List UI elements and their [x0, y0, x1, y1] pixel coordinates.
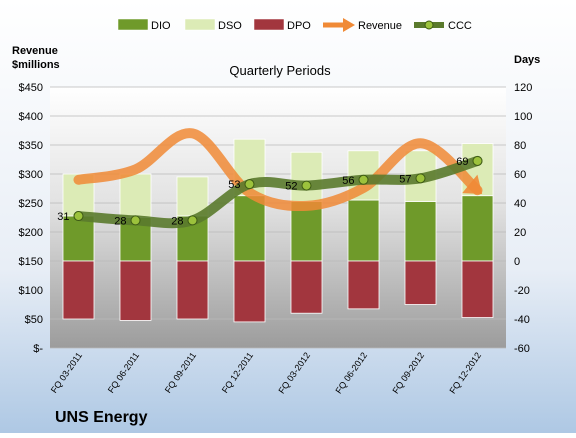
right-tick-label: 0: [514, 256, 520, 268]
left-axis-label-line1: Revenue: [12, 45, 58, 57]
dio-bar: [233, 195, 266, 262]
right-tick-label: 60: [514, 169, 526, 181]
dio-bar: [347, 199, 380, 262]
dpo-bar: [119, 260, 152, 321]
company-name: UNS Energy: [55, 409, 148, 426]
left-tick-label: $400: [19, 111, 43, 123]
legend-label-ccc: CCC: [448, 20, 472, 32]
right-tick-label: 120: [514, 82, 532, 94]
left-tick-label: $350: [19, 140, 43, 152]
ccc-data-label: 28: [114, 215, 126, 227]
dpo-bar: [347, 260, 380, 310]
ccc-line: [73, 155, 483, 229]
legend-swatch-dio: [117, 18, 149, 31]
dpo-bar: [233, 260, 266, 323]
right-tick-label: -40: [514, 314, 530, 326]
left-tick-label: $450: [19, 82, 43, 94]
ccc-point: [244, 179, 255, 190]
dio-bar: [404, 201, 437, 262]
right-tick-label: -60: [514, 343, 530, 355]
ccc-point: [301, 180, 312, 191]
left-tick-label: $50: [25, 314, 43, 326]
ccc-data-label: 28: [171, 215, 183, 227]
dpo-bar: [461, 260, 494, 318]
ccc-point: [130, 215, 141, 226]
left-tick-label: $200: [19, 227, 43, 239]
legend-arrowhead-revenue: [343, 18, 355, 32]
dso-bar: [290, 151, 323, 202]
legend-label-dio: DIO: [151, 20, 171, 32]
ccc-point: [415, 173, 426, 184]
left-tick-label: $150: [19, 256, 43, 268]
right-tick-label: 20: [514, 227, 526, 239]
ccc-data-label: 56: [342, 175, 354, 187]
dpo-bar: [176, 260, 209, 320]
legend-label-revenue: Revenue: [358, 20, 402, 32]
dio-bar: [290, 201, 323, 262]
ccc-point: [472, 155, 483, 166]
ccc-data-label: 53: [228, 179, 240, 191]
right-tick-label: -20: [514, 285, 530, 297]
data-labels: 31 28 28 53 52 56 57 69: [57, 156, 468, 227]
dso-bar: [119, 173, 152, 218]
dpo-bar: [290, 260, 323, 314]
ccc-data-label: 52: [285, 181, 297, 193]
revenue-line: [73, 128, 483, 212]
ccc-point: [187, 215, 198, 226]
right-tick-label: 80: [514, 140, 526, 152]
left-axis-label-line2: $millions: [12, 59, 60, 71]
left-tick-label: $250: [19, 198, 43, 210]
left-tick-label: $300: [19, 169, 43, 181]
chart-title: Quarterly Periods: [229, 63, 331, 78]
right-axis-label: Days: [514, 54, 540, 66]
ccc-data-label: 57: [399, 173, 411, 185]
ccc-data-label: 69: [456, 156, 468, 168]
ccc-data-label: 31: [57, 211, 69, 223]
ccc-point: [358, 174, 369, 185]
legend-swatch-dpo: [253, 18, 285, 31]
dio-bar: [461, 195, 494, 262]
legend-label-dpo: DPO: [287, 20, 311, 32]
revenue-arrowhead: [462, 174, 483, 195]
right-tick-label: 40: [514, 198, 526, 210]
left-tick-label: $100: [19, 285, 43, 297]
left-tick-label: $-: [33, 343, 43, 355]
legend-marker-ccc: [424, 20, 434, 30]
legend-swatch-dso: [184, 18, 216, 31]
legend: DIO DSO DPO Revenue CCC: [117, 18, 472, 32]
right-tick-label: 100: [514, 111, 532, 123]
line-series: [73, 128, 483, 229]
dpo-bar: [404, 260, 437, 305]
dpo-bar: [62, 260, 95, 320]
ccc-point: [73, 211, 84, 222]
legend-label-dso: DSO: [218, 20, 242, 32]
